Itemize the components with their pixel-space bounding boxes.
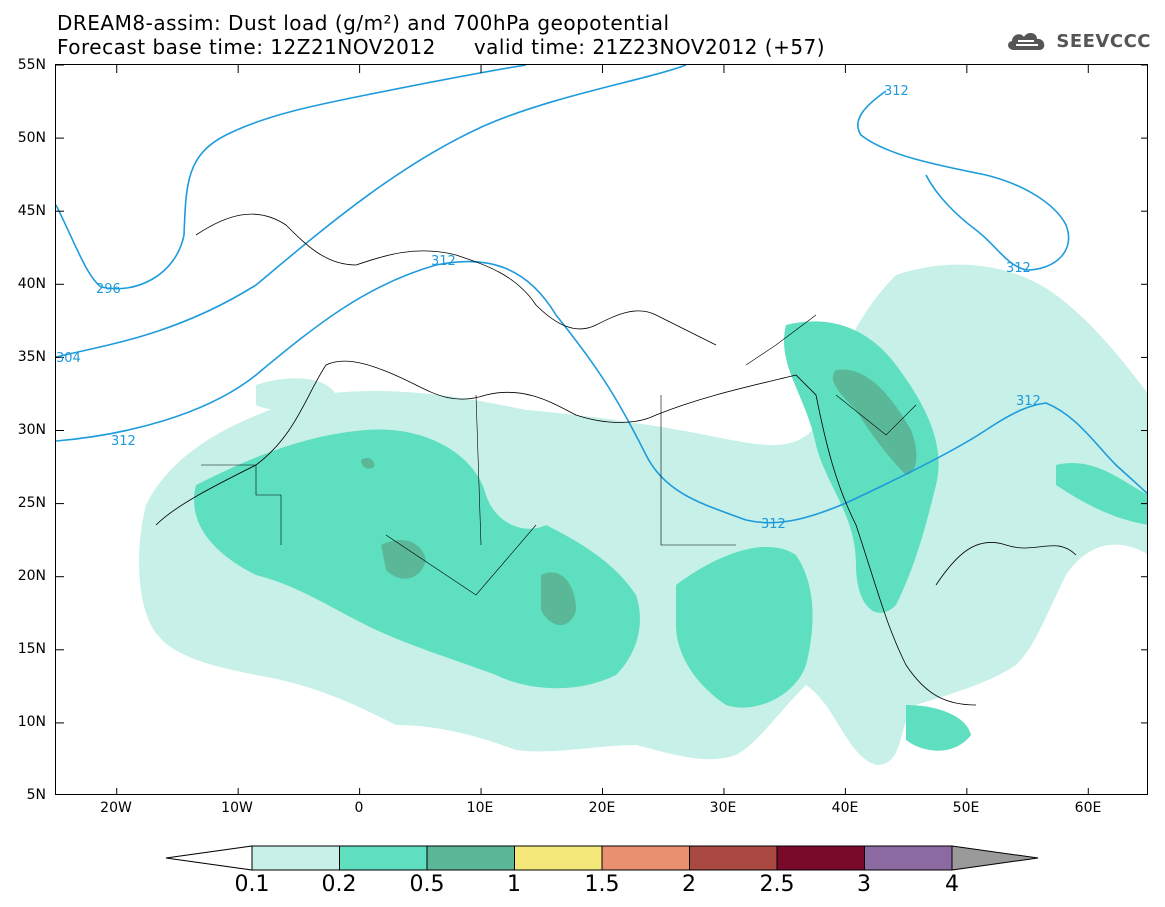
colorbar-boxes (251, 845, 953, 871)
colorbar-box (339, 845, 428, 871)
colorbar-label: 4 (945, 872, 959, 897)
lat-label: 10N (17, 714, 46, 730)
contour-label: 296 (96, 282, 121, 297)
dust-layer-high (361, 369, 917, 625)
lon-label: 0 (354, 800, 364, 816)
map-canvas: 296 304 312 312 312 312 312 312 (56, 65, 1147, 794)
colorbar-under-arrow (165, 845, 253, 871)
lon-label: 20E (588, 800, 616, 816)
map-title: DREAM8-assim: Dust load (g/m²) and 700hP… (57, 11, 670, 35)
colorbar-box (514, 845, 603, 871)
colorbar-box (601, 845, 690, 871)
lon-label: 40E (831, 800, 859, 816)
seevccc-logo: SEEVCCC (1004, 28, 1151, 54)
lat-label: 25N (17, 495, 46, 511)
lat-label: 15N (17, 641, 46, 657)
contour-label: 312 (761, 517, 786, 532)
contour-label: 312 (1006, 261, 1031, 276)
coastlines (155, 213, 1077, 706)
contour-label: 304 (56, 351, 81, 366)
valid-time: valid time: 21Z23NOV2012 (+57) (473, 35, 826, 59)
colorbar-label: 1.5 (584, 872, 620, 897)
contour-label: 312 (1016, 394, 1041, 409)
axis-ticks (56, 65, 1147, 794)
logo-text: SEEVCCC (1056, 30, 1151, 52)
map-area: 296 304 312 312 312 312 312 312 (55, 64, 1148, 795)
lon-label: 20W (100, 800, 132, 816)
lat-label: 20N (17, 568, 46, 584)
geopotential-contours (56, 65, 1147, 524)
lat-label: 5N (26, 787, 46, 803)
colorbar-box (864, 845, 953, 871)
colorbar-label: 2.5 (759, 872, 795, 897)
lon-label: 30E (709, 800, 737, 816)
lon-label: 50E (952, 800, 980, 816)
country-borders (201, 314, 917, 596)
lat-label: 30N (17, 422, 46, 438)
colorbar-label: 1 (507, 872, 521, 897)
contour-label: 312 (431, 254, 456, 269)
contour-labels: 296 304 312 312 312 312 312 312 (56, 84, 1041, 532)
colorbar-label: 2 (682, 872, 696, 897)
lat-label: 50N (17, 130, 46, 146)
colorbar-label: 0.5 (409, 872, 445, 897)
colorbar-box (776, 845, 865, 871)
lat-label: 35N (17, 349, 46, 365)
colorbar-label: 0.1 (234, 872, 270, 897)
lat-label: 45N (17, 203, 46, 219)
base-time: Forecast base time: 12Z21NOV2012 (57, 35, 436, 59)
contour-label: 312 (111, 434, 136, 449)
colorbar-box (426, 845, 515, 871)
colorbar-label: 0.2 (321, 872, 357, 897)
colorbar-over-arrow (951, 845, 1039, 871)
lon-label: 10W (221, 800, 253, 816)
colorbar-box (251, 845, 340, 871)
colorbar-box (689, 845, 778, 871)
map-subtitle: Forecast base time: 12Z21NOV2012 valid ti… (57, 36, 825, 58)
lat-label: 55N (17, 57, 46, 73)
colorbar-label: 3 (857, 872, 871, 897)
lat-label: 40N (17, 276, 46, 292)
cloud-icon (1008, 33, 1045, 50)
contour-label: 312 (884, 84, 909, 99)
lon-label: 60E (1074, 800, 1102, 816)
lon-label: 10E (466, 800, 494, 816)
